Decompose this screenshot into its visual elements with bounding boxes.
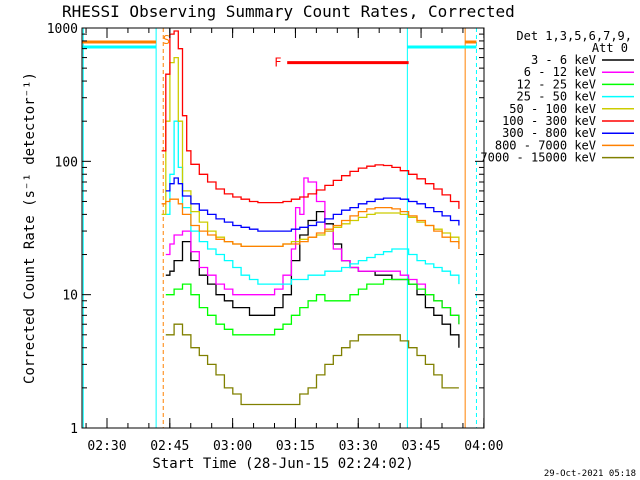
series-line-7 [165, 177, 460, 232]
vertical-markers [82, 28, 477, 428]
chart-title: RHESSI Observing Summary Count Rates, Co… [62, 2, 515, 21]
legend-header-detectors: Det 1,3,5,6,7,9, [516, 29, 632, 43]
x-tick-label: 03:00 [213, 439, 252, 454]
flare-marker: F [274, 56, 409, 70]
legend-label: 100 - 300 keV [502, 114, 596, 128]
y-axis: 1 10 100 1000 [47, 22, 484, 437]
series-layer [161, 30, 460, 406]
series-line-3 [165, 278, 460, 336]
y-axis-label: Corrected Count Rate (s⁻¹ detector⁻¹) [22, 72, 38, 384]
y-tick-label: 1 [70, 422, 78, 437]
flare-label: F [274, 56, 281, 70]
legend-label: 300 - 800 keV [502, 126, 596, 140]
series-line-5 [161, 56, 460, 248]
legend-label: 3 - 6 keV [531, 53, 596, 67]
x-axis-label: Start Time (28-Jun-15 02:24:02) [152, 456, 413, 472]
y-tick-label: 1000 [47, 22, 78, 37]
legend-label: 6 - 12 keV [524, 65, 596, 79]
y-tick-label: 10 [62, 289, 78, 304]
x-tick-label: 03:15 [276, 439, 315, 454]
series-line-6 [161, 30, 460, 209]
saa-label: S [163, 33, 170, 47]
series-line-8 [161, 198, 460, 249]
legend-label: 7000 - 15000 keV [480, 151, 596, 165]
series-line-4 [165, 120, 460, 285]
series-line-2 [165, 177, 460, 325]
legend-label: 800 - 7000 keV [495, 138, 596, 152]
legend-label: 50 - 100 keV [509, 102, 596, 116]
x-tick-label: 02:45 [150, 439, 189, 454]
series-line-9 [165, 323, 459, 406]
x-axis: 02:30 02:45 03:00 03:15 03:30 03:45 04:00 [85, 28, 503, 454]
plot-frame [81, 27, 485, 429]
x-tick-label: 03:30 [339, 439, 378, 454]
legend-header-attenuator: Att 0 [592, 41, 628, 55]
legend-label: 12 - 25 keV [517, 77, 596, 91]
saa-segments [82, 40, 477, 49]
timestamp: 29-Oct-2021 05:18 [544, 469, 636, 479]
x-tick-label: 02:30 [87, 439, 126, 454]
legend-label: 25 - 50 keV [517, 90, 596, 104]
x-tick-label: 03:45 [401, 439, 440, 454]
x-tick-label: 04:00 [464, 439, 503, 454]
y-tick-label: 100 [55, 155, 78, 170]
